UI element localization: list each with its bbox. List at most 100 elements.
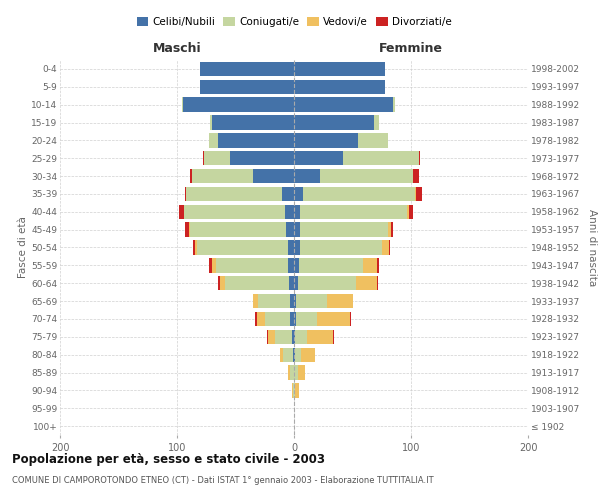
Bar [294,294,296,308]
Bar [265,312,290,326]
Bar [294,383,295,398]
Bar [294,240,300,254]
Bar [275,330,292,344]
Text: COMUNE DI CAMPOROTONDO ETNEO (CT) - Dati ISTAT 1° gennaio 2003 - Elaborazione TU: COMUNE DI CAMPOROTONDO ETNEO (CT) - Dati… [12,476,434,485]
Bar [256,312,257,326]
Bar [288,366,290,380]
Bar [304,187,415,201]
Bar [416,187,422,201]
Bar [290,366,294,380]
Bar [267,330,268,344]
Bar [290,312,294,326]
Bar [215,258,288,272]
Bar [283,187,294,201]
Bar [280,348,283,362]
Bar [388,222,391,237]
Bar [187,187,283,201]
Bar [257,312,265,326]
Bar [185,187,187,201]
Bar [363,258,377,272]
Bar [218,276,220,290]
Bar [301,348,315,362]
Bar [200,80,294,94]
Bar [409,204,413,219]
Y-axis label: Anni di nascita: Anni di nascita [587,209,596,286]
Bar [212,258,215,272]
Bar [204,151,230,166]
Bar [377,258,379,272]
Bar [295,330,307,344]
Bar [288,240,294,254]
Bar [189,222,190,237]
Bar [190,169,192,183]
Text: Popolazione per età, sesso e stato civile - 2003: Popolazione per età, sesso e stato civil… [12,452,325,466]
Bar [294,187,304,201]
Bar [294,312,296,326]
Bar [294,151,343,166]
Bar [294,116,374,130]
Bar [394,98,395,112]
Bar [253,169,294,183]
Bar [225,276,289,290]
Bar [407,204,409,219]
Bar [377,276,378,290]
Bar [294,133,358,148]
Bar [343,151,419,166]
Bar [391,222,394,237]
Bar [292,383,293,398]
Bar [419,151,421,166]
Bar [220,276,225,290]
Bar [203,151,204,166]
Bar [293,383,294,398]
Bar [185,222,188,237]
Bar [356,276,377,290]
Bar [294,204,300,219]
Bar [190,222,286,237]
Bar [179,204,184,219]
Bar [200,62,294,76]
Bar [332,330,334,344]
Bar [294,258,299,272]
Bar [268,330,275,344]
Text: Maschi: Maschi [152,42,202,56]
Bar [283,348,293,362]
Bar [295,348,301,362]
Bar [294,169,320,183]
Bar [300,240,382,254]
Bar [294,62,385,76]
Bar [307,330,332,344]
Bar [218,133,294,148]
Bar [209,133,218,148]
Bar [197,240,288,254]
Bar [284,204,294,219]
Bar [374,116,379,130]
Bar [294,98,394,112]
Bar [413,169,419,183]
Bar [209,258,212,272]
Bar [294,348,295,362]
Bar [295,383,299,398]
Bar [300,204,407,219]
Bar [294,80,385,94]
Bar [317,312,350,326]
Bar [294,330,295,344]
Bar [286,222,294,237]
Bar [294,276,298,290]
Bar [296,312,317,326]
Bar [350,312,352,326]
Bar [292,330,294,344]
Bar [194,240,197,254]
Bar [358,133,388,148]
Legend: Celibi/Nubili, Coniugati/e, Vedovi/e, Divorziati/e: Celibi/Nubili, Coniugati/e, Vedovi/e, Di… [133,12,455,31]
Bar [294,366,298,380]
Bar [289,276,294,290]
Bar [415,187,416,201]
Bar [298,276,356,290]
Bar [293,348,294,362]
Bar [288,258,294,272]
Bar [184,204,284,219]
Bar [212,116,294,130]
Bar [299,258,363,272]
Bar [290,294,294,308]
Bar [182,98,183,112]
